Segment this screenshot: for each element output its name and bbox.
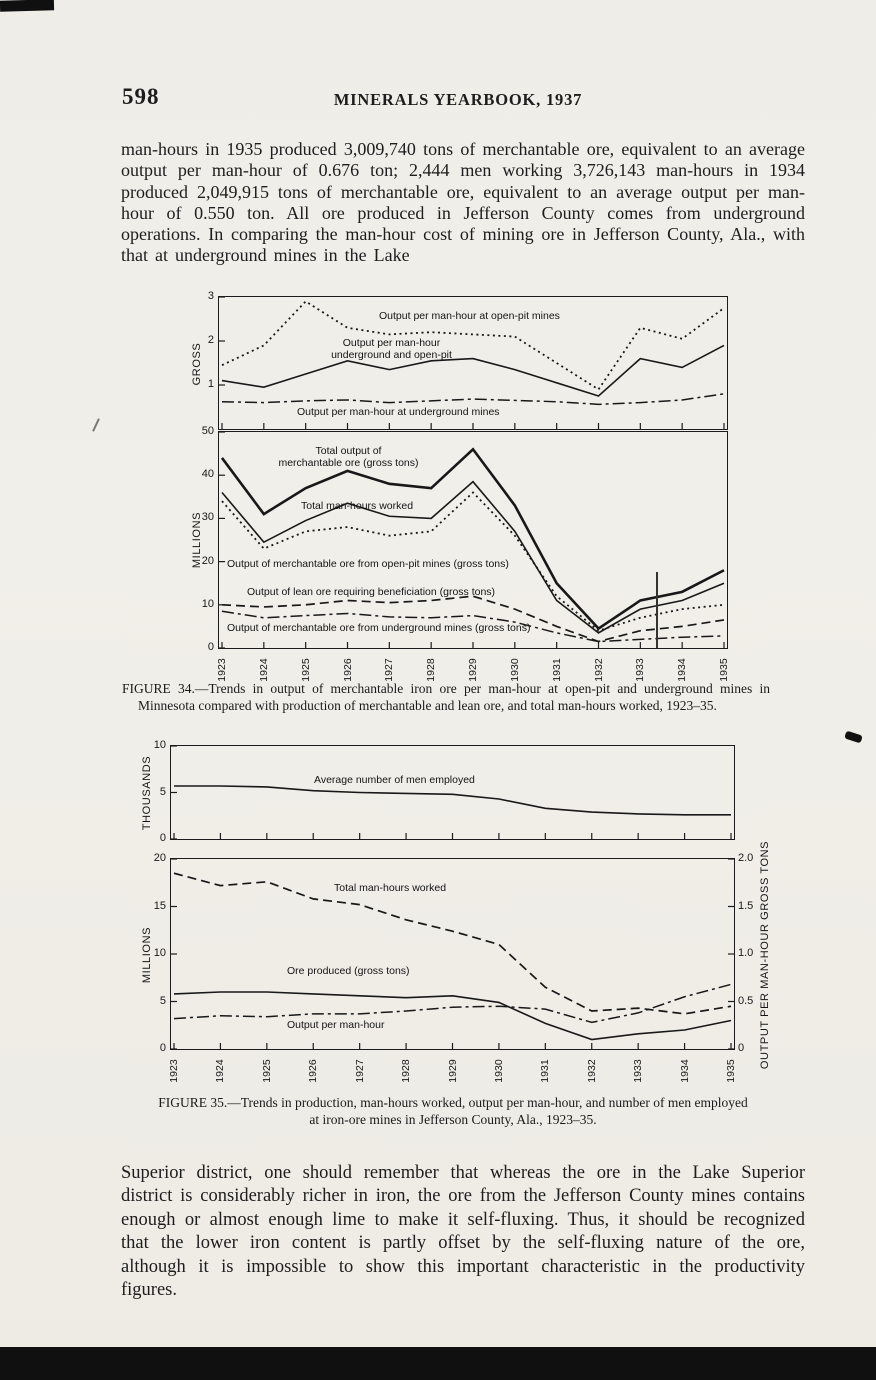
- x-axis-year-label: 1933: [632, 1059, 645, 1083]
- chart-label-total-manhours: Total man-hours worked: [301, 500, 414, 512]
- x-axis-year-label: 1934: [678, 1059, 691, 1083]
- y-axis-tick-label: 0: [159, 832, 166, 844]
- figure35-caption-line2: at iron-ore mines in Jefferson County, A…: [309, 1111, 597, 1127]
- figure35-chart-men-employed: THOUSANDS Average number of men employed…: [141, 739, 735, 844]
- chart-label-total-manhours: Total man-hours worked: [334, 882, 447, 894]
- y-axis-tick-label: 2: [207, 334, 214, 346]
- y-axis-right-tick-label: 2.0: [738, 852, 754, 864]
- chart-label-openpit-ore: Output of merchantable ore from open-pit…: [227, 558, 509, 570]
- chart-label-total-output-line2: merchantable ore (gross tons): [278, 457, 419, 469]
- x-axis-year-label: 1928: [400, 1059, 413, 1083]
- chart-canvas: [171, 745, 732, 840]
- x-axis-year-label: 1926: [307, 1059, 320, 1083]
- series-line-total-man-hours-worked: [173, 872, 732, 1015]
- series-line-total-man-hours-worked: [221, 491, 725, 632]
- chart-canvas: [219, 296, 725, 429]
- running-head-title: MINERALS YEARBOOK, 1937: [333, 90, 583, 109]
- paragraph-top: man-hours in 1935 produced 3,009,740 ton…: [121, 139, 805, 266]
- y-axis-tick-label: 30: [201, 511, 214, 524]
- series-line-output-per-man-hour-underground-and-open-pit: [221, 344, 725, 397]
- x-axis-year-label: 1935: [725, 1059, 737, 1083]
- x-axis-year-label: 1929: [446, 1059, 459, 1083]
- series-line-output-per-man-hour-at-underground-mines: [221, 393, 725, 406]
- y-axis-right-tick-label: 1.5: [738, 899, 754, 912]
- figure34-caption: FIGURE 34.—Trends in output of merchanta…: [122, 681, 770, 713]
- scan-artifact-right-margin-mark: [844, 730, 863, 744]
- page-number: 598: [122, 84, 160, 109]
- scan-artifact-vertical-line: [656, 572, 658, 648]
- chart-label-total-output-line1: Total output of: [315, 445, 382, 457]
- y-axis-tick-label: 0: [207, 641, 214, 653]
- chart-label-total-output: Total output of merchantable ore (gross …: [261, 445, 436, 469]
- y-axis-tick-label: 5: [159, 785, 166, 798]
- x-axis-year-label: 1927: [353, 1059, 366, 1083]
- x-axis-year-label: 1931: [539, 1059, 552, 1083]
- y-axis-tick-label: 15: [153, 899, 166, 912]
- series-line-output-of-merchantable-ore-from-open-pit-mines-g: [221, 480, 725, 634]
- chart-canvas: [219, 431, 725, 649]
- chart-label-combined-manhour: Output per man-hour underground and open…: [319, 337, 464, 361]
- chart-label-ore-produced: Ore produced (gross tons): [287, 965, 410, 977]
- y-axis-right-tick-label: 0: [738, 1042, 745, 1054]
- series-line-output-per-man-hour: [173, 983, 732, 1024]
- y-axis-tick-label: 20: [153, 852, 166, 864]
- series-line-average-number-of-men-employed: [174, 785, 731, 816]
- figure35-caption-line1: FIGURE 35.—Trends in production, man-hou…: [158, 1095, 748, 1110]
- chart-label-lean-ore: Output of lean ore requiring beneficiati…: [247, 586, 496, 598]
- y-axis-right-tick-label: 1.0: [738, 947, 754, 959]
- figure35-chart-production: MILLIONS OUTPUT PER MAN-HOUR GROSS TONS …: [141, 841, 771, 1083]
- y-axis-tick-label: 3: [207, 290, 214, 302]
- chart-label-underground-ore: Output of merchantable ore from undergro…: [227, 622, 531, 634]
- chart-label-combined-line1: Output per man-hour: [342, 337, 441, 349]
- chart-label-output-per-manhour: Output per man-hour: [287, 1019, 385, 1031]
- x-axis-year-label: 1923: [168, 1059, 180, 1083]
- figure35-caption: FIGURE 35.—Trends in production, man-hou…: [88, 1095, 818, 1128]
- y-axis-tick-label: 0: [159, 1042, 166, 1054]
- y-axis-tick-label: 10: [153, 739, 166, 751]
- chart-label-underground-manhour: Output per man-hour at underground mines: [297, 406, 500, 418]
- chart-canvas: [171, 858, 734, 1050]
- figure34-chart-output-per-manhour: GROSS Output per man-hour at open-pit mi…: [191, 290, 728, 430]
- scan-artifact-left-margin-mark: [92, 418, 100, 432]
- y-axis-tick-label: 50: [201, 425, 214, 437]
- y-axis-right-tick-label: 0.5: [738, 994, 754, 1007]
- chart-label-combined-line2: underground and open-pit: [331, 349, 452, 361]
- chart-label-men-employed: Average number of men employed: [314, 774, 475, 786]
- y-axis-tick-label: 10: [201, 597, 214, 610]
- chart-label-openpit-manhour: Output per man-hour at open-pit mines: [379, 310, 560, 322]
- x-axis-year-label: 1924: [214, 1059, 227, 1083]
- series-line-output-of-lean-ore-requiring-beneficiation-gross: [221, 595, 725, 643]
- series-line-ore-produced-gross-tons: [173, 991, 732, 1041]
- x-axis-year-label: 1930: [492, 1059, 505, 1083]
- scan-artifact-bottom-strip: [0, 1347, 876, 1380]
- series-line-output-of-merchantable-ore-from-underground-mine: [221, 610, 725, 643]
- figure34-chart-production: MILLIONS Total output of merchantable or…: [191, 425, 730, 682]
- x-axis-year-label: 1932: [585, 1059, 598, 1083]
- y-axis-tick-label: 10: [153, 947, 166, 959]
- series-line-total-output-of-merchantable-ore-gross-tons: [220, 447, 725, 631]
- y-axis-tick-label: 1: [207, 378, 214, 390]
- x-axis-year-label: 1925: [260, 1059, 273, 1083]
- y-axis-tick-label: 5: [159, 994, 166, 1007]
- y-axis-tick-label: 20: [201, 554, 214, 567]
- paragraph-bottom: Superior district, one should remember t…: [121, 1162, 805, 1301]
- y-axis-tick-label: 40: [201, 468, 214, 481]
- scan-artifact-top-left: [0, 0, 55, 12]
